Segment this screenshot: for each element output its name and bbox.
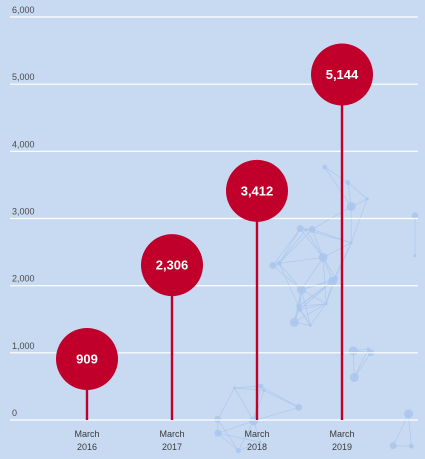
network-node <box>308 323 312 327</box>
lollipop-head <box>311 43 373 106</box>
x-tick-label: 2018 <box>247 442 267 452</box>
network-link <box>279 257 324 264</box>
y-axis: 0 1,000 2,000 3,000 4,000 5,000 6,000 <box>12 5 35 418</box>
network-node <box>365 197 369 201</box>
network-node <box>345 180 351 186</box>
lollipop-head <box>56 327 118 390</box>
network-link <box>278 228 301 264</box>
network-node <box>235 448 241 454</box>
network-link <box>347 182 368 200</box>
network-link <box>253 390 265 421</box>
network-node <box>404 409 414 419</box>
network-link <box>253 406 299 422</box>
network-node <box>296 225 304 233</box>
network-node <box>411 212 419 220</box>
network-link <box>217 420 254 434</box>
network-link <box>272 228 301 266</box>
x-tick-label: March <box>74 429 99 439</box>
network-link <box>237 420 255 451</box>
network-node <box>408 443 414 449</box>
network-node <box>296 285 306 295</box>
network-decoration <box>214 164 419 454</box>
network-link <box>305 229 324 258</box>
network-node <box>333 276 339 282</box>
network-link <box>294 303 327 323</box>
network-node <box>348 346 358 356</box>
network-node <box>413 254 417 258</box>
x-tick-label: 2017 <box>162 442 182 452</box>
network-link <box>238 441 261 452</box>
network-node <box>262 388 266 392</box>
network-link <box>322 257 327 304</box>
network-node <box>349 241 353 245</box>
network-node <box>304 228 308 232</box>
data-label: 909 <box>76 351 98 366</box>
data-marks: 909 2,306 3,412 5,144 <box>56 43 373 420</box>
network-link <box>234 387 265 391</box>
network-link <box>217 387 235 420</box>
network-link <box>353 348 369 378</box>
network-link <box>311 229 324 258</box>
network-link <box>335 242 352 279</box>
x-tick-label: March <box>329 429 354 439</box>
network-link <box>301 257 324 290</box>
network-node <box>295 403 303 411</box>
network-node <box>258 440 262 444</box>
y-tick-label: 2,000 <box>12 274 35 284</box>
network-link <box>310 303 327 326</box>
network-link <box>278 229 313 264</box>
data-label: 2,306 <box>156 258 189 273</box>
x-tick-label: 2016 <box>77 442 97 452</box>
network-link <box>301 289 311 326</box>
network-link <box>299 303 327 310</box>
network-node <box>258 383 264 389</box>
network-link <box>260 385 299 408</box>
lollipop-head <box>141 234 203 297</box>
network-node <box>214 415 222 423</box>
network-node <box>296 303 302 309</box>
data-label: 3,412 <box>241 183 274 198</box>
network-node <box>349 372 359 382</box>
network-node <box>276 260 282 266</box>
network-node <box>322 164 328 170</box>
lollipop-head <box>226 159 288 222</box>
network-link <box>324 166 349 183</box>
x-tick-label: 2019 <box>332 442 352 452</box>
network-link <box>299 228 324 258</box>
network-node <box>233 386 237 390</box>
network-link <box>353 352 372 378</box>
network-node <box>269 261 277 269</box>
y-tick-label: 5,000 <box>12 72 35 82</box>
network-node <box>366 347 370 351</box>
network-link <box>234 387 255 422</box>
network-link <box>301 289 327 305</box>
network-link <box>278 263 299 307</box>
x-tick-label: March <box>159 429 184 439</box>
network-node <box>308 225 316 233</box>
network-node <box>214 429 222 437</box>
y-tick-label: 3,000 <box>12 207 35 217</box>
network-node <box>346 202 356 212</box>
y-tick-label: 1,000 <box>12 341 35 351</box>
network-link <box>217 432 239 452</box>
y-tick-label: 0 <box>12 408 17 418</box>
x-axis: March 2016 March 2017 March 2018 March 2019 <box>74 429 354 452</box>
network-node <box>318 252 328 262</box>
network-link <box>408 413 412 447</box>
network-node <box>389 442 397 450</box>
network-link <box>217 432 261 443</box>
network-link <box>392 413 409 446</box>
data-label: 5,144 <box>326 67 359 82</box>
network-node <box>324 302 328 306</box>
network-link <box>324 166 352 207</box>
y-tick-label: 4,000 <box>12 139 35 149</box>
network-link <box>278 229 307 264</box>
y-tick-label: 6,000 <box>12 5 35 15</box>
network-link <box>350 198 368 243</box>
network-link <box>322 242 352 258</box>
network-link <box>298 303 327 307</box>
network-node <box>289 317 299 327</box>
x-tick-label: March <box>244 429 269 439</box>
